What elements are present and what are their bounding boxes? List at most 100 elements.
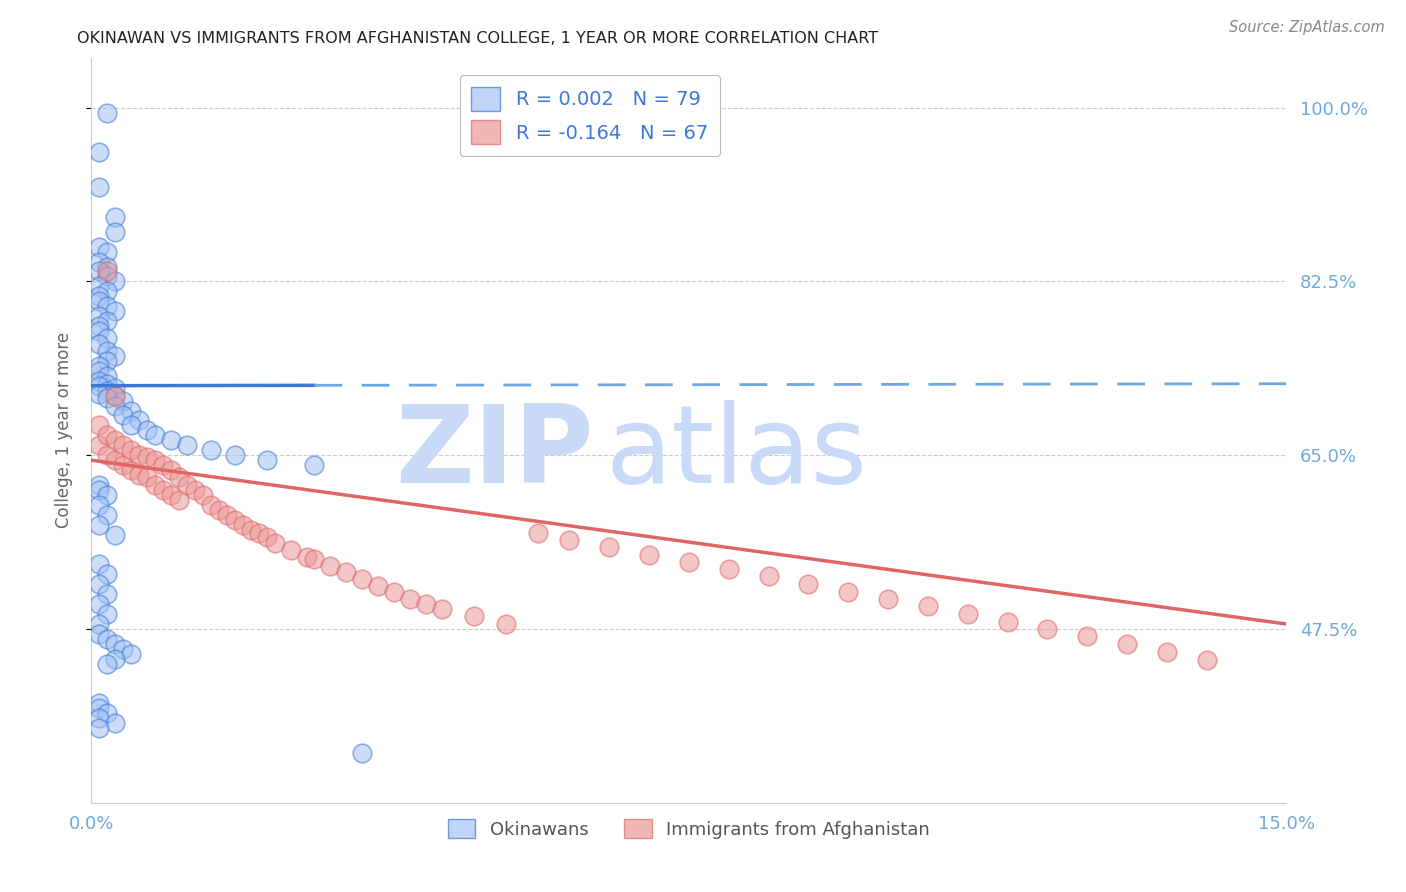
Y-axis label: College, 1 year or more: College, 1 year or more (55, 333, 73, 528)
Point (526, 525, 548, 540)
Point (96, 657, 118, 671)
Point (160, 488, 183, 502)
Point (89, 289, 111, 303)
Point (717, 562, 740, 576)
Point (104, 453, 127, 467)
Point (120, 418, 142, 433)
Text: Source: ZipAtlas.com: Source: ZipAtlas.com (1229, 20, 1385, 35)
Point (239, 523, 262, 537)
Point (104, 399, 127, 413)
Point (200, 443, 222, 458)
Text: atlas: atlas (605, 400, 868, 506)
Point (104, 304, 127, 318)
Point (120, 463, 142, 477)
Point (167, 492, 190, 507)
Point (89, 319, 111, 334)
Point (96, 428, 118, 442)
Point (367, 579, 389, 593)
Point (335, 566, 357, 580)
Point (495, 617, 517, 632)
Point (104, 225, 127, 239)
Point (304, 552, 326, 566)
Point (96, 260, 118, 274)
Point (96, 285, 118, 299)
Point (104, 527, 127, 541)
Point (558, 533, 581, 547)
Legend: Okinawans, Immigrants from Afghanistan: Okinawans, Immigrants from Afghanistan (441, 812, 936, 846)
Point (104, 652, 127, 666)
Point (104, 381, 127, 395)
Point (96, 706, 118, 721)
Point (304, 458, 326, 472)
Text: OKINAWAN VS IMMIGRANTS FROM AFGHANISTAN COLLEGE, 1 YEAR OR MORE CORRELATION CHAR: OKINAWAN VS IMMIGRANTS FROM AFGHANISTAN … (77, 31, 879, 46)
Point (89, 145, 111, 160)
Point (1076, 629, 1098, 643)
Point (96, 314, 118, 328)
Point (280, 542, 302, 557)
Point (89, 264, 111, 278)
Point (96, 391, 118, 405)
Point (96, 331, 118, 345)
Point (382, 585, 405, 599)
Point (463, 609, 485, 624)
Point (89, 701, 111, 715)
Point (96, 488, 118, 502)
Point (415, 597, 437, 611)
Point (678, 556, 700, 570)
Point (89, 364, 111, 378)
Point (89, 721, 111, 735)
Point (89, 597, 111, 611)
Point (1036, 622, 1059, 636)
Point (89, 478, 111, 492)
Point (89, 711, 111, 725)
Point (263, 535, 285, 549)
Point (89, 337, 111, 351)
Point (96, 343, 118, 358)
Point (956, 607, 979, 621)
Point (208, 503, 231, 517)
Point (89, 180, 111, 194)
Point (104, 389, 127, 403)
Point (797, 577, 820, 591)
Point (89, 517, 111, 532)
Point (104, 349, 127, 363)
Point (89, 294, 111, 309)
Point (128, 448, 150, 462)
Point (89, 324, 111, 338)
Point (112, 458, 135, 472)
Point (224, 513, 246, 527)
Point (96, 376, 118, 391)
Point (120, 403, 142, 417)
Point (200, 498, 222, 512)
Point (96, 368, 118, 383)
Point (638, 548, 661, 562)
Point (295, 549, 318, 564)
Point (136, 423, 159, 437)
Point (104, 434, 127, 448)
Point (89, 254, 111, 268)
Point (96, 299, 118, 313)
Point (136, 470, 159, 484)
Point (112, 438, 135, 452)
Point (319, 559, 342, 574)
Point (152, 483, 174, 497)
Point (1195, 653, 1218, 667)
Point (598, 540, 620, 554)
Point (89, 309, 111, 323)
Point (160, 463, 183, 477)
Point (89, 374, 111, 388)
Point (96, 448, 118, 462)
Point (89, 240, 111, 254)
Point (120, 443, 142, 458)
Point (96, 264, 118, 278)
Point (104, 716, 127, 731)
Point (89, 386, 111, 401)
Point (256, 453, 278, 467)
Point (96, 105, 118, 120)
Point (89, 418, 111, 433)
Point (89, 627, 111, 641)
Point (104, 637, 127, 651)
Point (399, 592, 422, 607)
Point (96, 632, 118, 646)
Point (112, 641, 135, 656)
